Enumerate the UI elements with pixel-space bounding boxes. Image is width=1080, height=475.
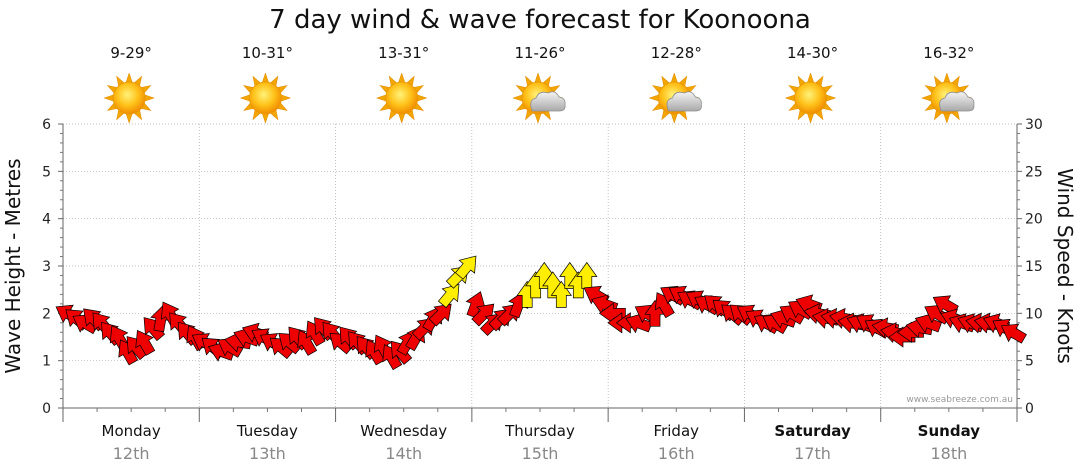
right-axis-ticks: 0 5 10 15 20 25 30 — [1017, 117, 1043, 417]
left-tick-label: 3 — [42, 259, 51, 275]
left-tick-label: 5 — [42, 164, 51, 180]
sun-cloud-icon — [648, 72, 702, 124]
temp-range: 13-31° — [378, 44, 429, 62]
left-axis-ticks: 0 1 2 3 4 5 6 — [42, 117, 63, 417]
day-name: Monday — [102, 422, 161, 440]
day-name: Tuesday — [236, 422, 298, 440]
day-date: 12th — [113, 444, 150, 463]
wind-arrows — [55, 255, 1027, 371]
day-labels: Monday 12th Tuesday 13th Wednesday 14th Thursd… — [62, 408, 1018, 463]
temp-range: 9-29° — [110, 44, 152, 62]
left-tick-label: 1 — [42, 354, 51, 370]
left-tick-label: 2 — [42, 306, 51, 322]
sun-icon — [785, 72, 836, 124]
right-tick-label: 30 — [1025, 117, 1043, 133]
wind-arrow — [428, 303, 452, 327]
day-name: Thursday — [504, 422, 575, 440]
wind-arrow — [1000, 323, 1027, 344]
right-tick-label: 20 — [1025, 212, 1043, 228]
day-date: 17th — [794, 444, 831, 463]
left-tick-label: 4 — [42, 212, 51, 228]
watermark: www.seabreeze.com.au — [906, 395, 1013, 405]
right-tick-label: 5 — [1025, 354, 1034, 370]
chart-title: 7 day wind & wave forecast for Koonoona — [269, 5, 811, 35]
wind-arrow — [135, 329, 156, 356]
day-date: 16th — [658, 444, 695, 463]
day-name: Saturday — [774, 422, 851, 440]
temp-range: 16-32° — [923, 44, 974, 62]
left-axis-label: Wave Height - Metres — [1, 158, 25, 373]
sun-icon — [376, 72, 428, 124]
sun-cloud-icon — [512, 72, 566, 124]
right-tick-label: 10 — [1025, 306, 1043, 322]
sun-icon — [103, 72, 155, 124]
wind-arrow — [437, 283, 460, 309]
right-axis-label: Wind Speed - Knots — [1053, 168, 1077, 364]
left-tick-label: 6 — [42, 117, 51, 133]
day-date: 18th — [930, 444, 967, 463]
day-date: 14th — [385, 444, 422, 463]
wind-arrow — [454, 255, 477, 280]
day-name: Sunday — [918, 422, 981, 440]
right-tick-label: 0 — [1025, 401, 1034, 417]
day-name: Friday — [654, 422, 700, 440]
temp-range: 10-31° — [242, 44, 293, 62]
temp-range: 12-28° — [651, 44, 702, 62]
day-date: 13th — [249, 444, 286, 463]
left-tick-label: 0 — [42, 401, 51, 417]
temp-range: 11-26° — [514, 44, 565, 62]
sun-cloud-icon — [921, 72, 975, 124]
sun-icon — [240, 72, 291, 124]
day-date: 15th — [522, 444, 559, 463]
temp-range: 14-30° — [787, 44, 838, 62]
right-tick-label: 25 — [1025, 164, 1043, 180]
wind-arrow — [550, 280, 572, 308]
right-tick-label: 15 — [1025, 259, 1043, 275]
weather-header: 9-29° 10-31° 13-31° 11-26° 12-28° 14-30° 16-32… — [103, 44, 975, 124]
day-name: Wednesday — [360, 422, 447, 440]
plot-grid — [63, 123, 1017, 408]
